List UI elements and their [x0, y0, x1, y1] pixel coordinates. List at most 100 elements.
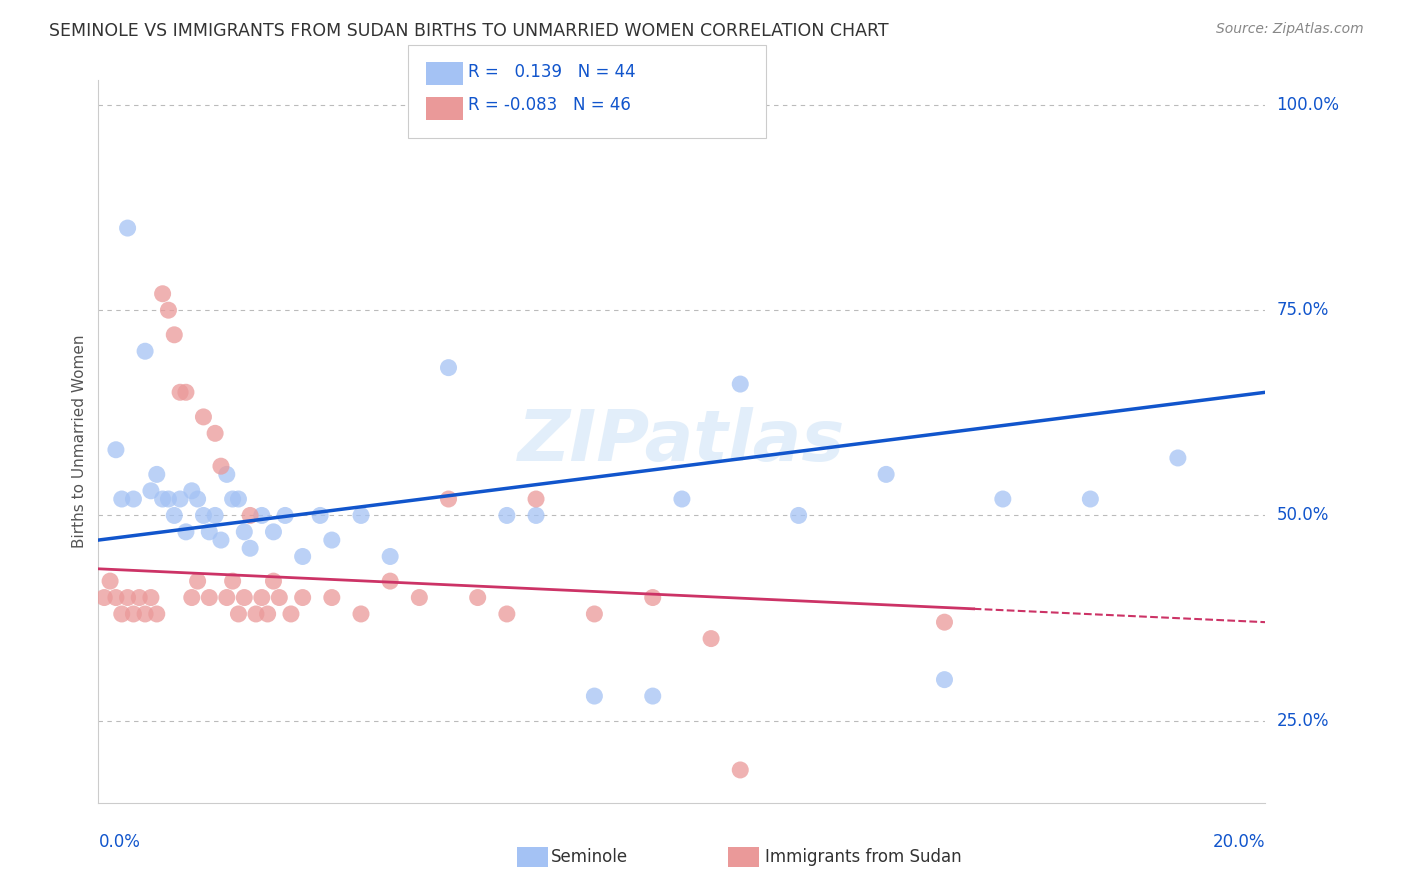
Point [187, 574, 209, 588]
Point [787, 508, 810, 523]
Point [291, 591, 314, 605]
Point [228, 491, 250, 506]
Point [187, 491, 209, 506]
Point [269, 591, 291, 605]
Point [250, 508, 273, 523]
Point [228, 607, 250, 621]
Point [163, 508, 186, 523]
Point [321, 533, 343, 547]
Point [641, 689, 664, 703]
Point [583, 689, 606, 703]
Point [146, 467, 169, 482]
Point [193, 508, 215, 523]
Point [934, 673, 956, 687]
Point [146, 607, 169, 621]
Point [111, 491, 134, 506]
Point [104, 442, 127, 457]
Text: 75.0%: 75.0% [1277, 301, 1329, 319]
Point [730, 763, 752, 777]
Point [221, 491, 243, 506]
Point [875, 467, 897, 482]
Point [583, 607, 606, 621]
Point [233, 591, 256, 605]
Point [256, 607, 278, 621]
Point [350, 508, 373, 523]
Point [263, 524, 285, 539]
Point [180, 483, 202, 498]
Point [280, 607, 302, 621]
Point [209, 459, 232, 474]
Point [641, 591, 664, 605]
Point [215, 591, 238, 605]
Text: 25.0%: 25.0% [1277, 712, 1329, 730]
Point [437, 491, 460, 506]
Point [467, 591, 489, 605]
Point [524, 491, 547, 506]
Point [496, 607, 519, 621]
Point [174, 385, 197, 400]
Point [169, 385, 191, 400]
Point [239, 508, 262, 523]
Text: 0.0%: 0.0% [98, 833, 141, 851]
Point [700, 632, 723, 646]
Point [524, 508, 547, 523]
Point [163, 327, 186, 342]
Point [134, 607, 156, 621]
Point [204, 508, 226, 523]
Point [239, 541, 262, 556]
Point [291, 549, 314, 564]
Point [1080, 491, 1102, 506]
Point [198, 524, 221, 539]
Point [104, 591, 127, 605]
Point [437, 360, 460, 375]
Point [93, 591, 115, 605]
Point [117, 591, 139, 605]
Text: 20.0%: 20.0% [1213, 833, 1265, 851]
Text: ZIPatlas: ZIPatlas [519, 407, 845, 476]
Point [180, 591, 202, 605]
Point [128, 591, 150, 605]
Point [157, 491, 180, 506]
Point [350, 607, 373, 621]
Point [1167, 450, 1189, 465]
Point [198, 591, 221, 605]
Text: Immigrants from Sudan: Immigrants from Sudan [765, 848, 962, 866]
Point [671, 491, 693, 506]
Y-axis label: Births to Unmarried Women: Births to Unmarried Women [72, 334, 87, 549]
Text: Seminole: Seminole [551, 848, 628, 866]
Text: 100.0%: 100.0% [1277, 96, 1340, 114]
Point [408, 591, 430, 605]
Point [309, 508, 332, 523]
Point [496, 508, 519, 523]
Point [152, 286, 174, 301]
Point [134, 344, 156, 359]
Point [245, 607, 267, 621]
Point [380, 574, 402, 588]
Point [215, 467, 238, 482]
Text: R = -0.083   N = 46: R = -0.083 N = 46 [468, 96, 631, 114]
Text: R =   0.139   N = 44: R = 0.139 N = 44 [468, 63, 636, 81]
Point [380, 549, 402, 564]
Point [122, 491, 145, 506]
Point [193, 409, 215, 424]
Point [152, 491, 174, 506]
Text: SEMINOLE VS IMMIGRANTS FROM SUDAN BIRTHS TO UNMARRIED WOMEN CORRELATION CHART: SEMINOLE VS IMMIGRANTS FROM SUDAN BIRTHS… [49, 22, 889, 40]
Point [139, 483, 162, 498]
Point [157, 303, 180, 318]
Point [730, 377, 752, 392]
Point [209, 533, 232, 547]
Point [991, 491, 1014, 506]
Point [174, 524, 197, 539]
Text: 50.0%: 50.0% [1277, 507, 1329, 524]
Point [233, 524, 256, 539]
Point [934, 615, 956, 630]
Text: Source: ZipAtlas.com: Source: ZipAtlas.com [1216, 22, 1364, 37]
Point [169, 491, 191, 506]
Point [98, 574, 121, 588]
Point [139, 591, 162, 605]
Point [274, 508, 297, 523]
Point [321, 591, 343, 605]
Point [122, 607, 145, 621]
Point [204, 426, 226, 441]
Point [221, 574, 243, 588]
